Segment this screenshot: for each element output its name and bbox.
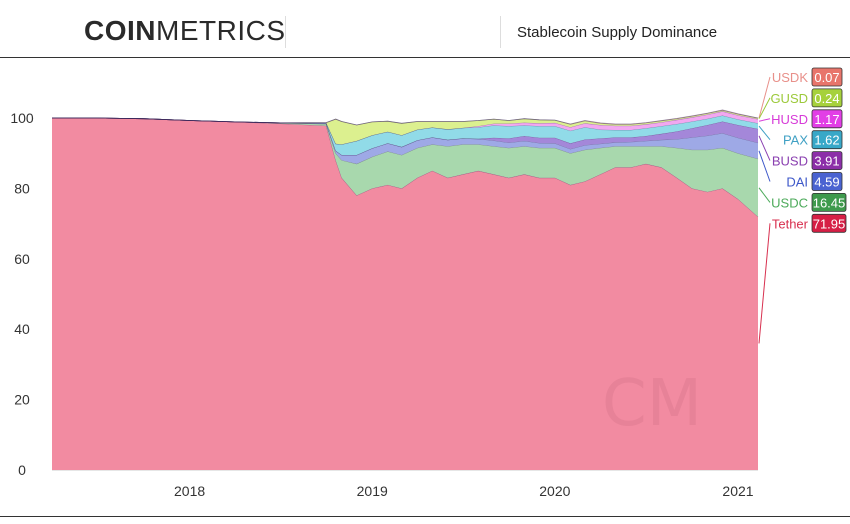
leader-line-pax bbox=[758, 125, 771, 141]
legend-name-dai: DAI bbox=[786, 175, 808, 190]
legend-badge-dai bbox=[811, 172, 843, 191]
legend-name-usdc: USDC bbox=[771, 195, 808, 210]
legend-badge-tether bbox=[811, 213, 847, 233]
legend-value-gusd: 0.24 bbox=[814, 91, 839, 106]
leader-line-usdc bbox=[758, 187, 771, 203]
leader-line-tether bbox=[758, 223, 771, 344]
area-husd bbox=[52, 111, 758, 145]
x-tick-label: 2019 bbox=[357, 483, 388, 499]
legend: USDK 0.07 GUSD 0.24 HUSD 1.17 PAX 1.62 BUSD 3.91 D… bbox=[758, 67, 847, 344]
legend-badge-husd bbox=[811, 109, 843, 129]
stacked-areas bbox=[52, 109, 759, 470]
legend-value-busd: 3.91 bbox=[814, 154, 839, 169]
y-tick-label: 100 bbox=[10, 110, 34, 126]
y-tick-label: 60 bbox=[14, 251, 30, 267]
bottom-rule bbox=[0, 516, 850, 517]
legend-name-busd: BUSD bbox=[772, 154, 808, 169]
legend-value-tether: 71.95 bbox=[813, 216, 846, 231]
legend-name-husd: HUSD bbox=[771, 112, 808, 127]
leader-line-dai bbox=[758, 150, 771, 182]
legend-badge-pax bbox=[811, 130, 843, 150]
legend-value-dai: 4.59 bbox=[814, 175, 839, 190]
x-tick-label: 2020 bbox=[539, 483, 570, 499]
coinmetrics-logo[interactable]: COINMETRICS bbox=[84, 15, 286, 47]
area-gusd bbox=[52, 110, 758, 145]
logo-light-part: METRICS bbox=[156, 15, 286, 46]
header-divider bbox=[285, 16, 286, 48]
area-pax bbox=[52, 115, 758, 155]
legend-value-husd: 1.17 bbox=[814, 112, 839, 127]
leader-line-busd bbox=[758, 135, 771, 161]
legend-name-tether: Tether bbox=[772, 216, 809, 231]
y-tick-label: 40 bbox=[14, 321, 30, 337]
header-divider bbox=[500, 16, 501, 48]
legend-value-usdc: 16.45 bbox=[813, 195, 846, 210]
area-busd bbox=[52, 118, 758, 155]
area-tether bbox=[52, 118, 758, 470]
legend-name-usdk: USDK bbox=[772, 70, 808, 85]
legend-badge-usdk bbox=[811, 67, 843, 87]
x-tick-label: 2018 bbox=[174, 483, 205, 499]
legend-value-usdk: 0.07 bbox=[814, 70, 839, 85]
leader-line-gusd bbox=[758, 97, 771, 119]
legend-badge-gusd bbox=[811, 88, 843, 108]
header: COINMETRICS Stablecoin Supply Dominance bbox=[0, 0, 850, 58]
leader-line-usdk bbox=[758, 76, 771, 119]
logo-bold-part: COIN bbox=[84, 15, 156, 46]
area-usdc bbox=[52, 118, 758, 217]
x-tick-label: 2021 bbox=[722, 483, 753, 499]
leader-line-husd bbox=[758, 118, 771, 122]
y-tick-label: 20 bbox=[14, 392, 30, 408]
legend-badge-usdc bbox=[811, 192, 847, 212]
chart-title: Stablecoin Supply Dominance bbox=[517, 24, 718, 41]
coinmetrics-watermark: CM bbox=[602, 367, 702, 441]
line-usdk bbox=[52, 109, 759, 126]
y-tick-label: 80 bbox=[14, 180, 30, 196]
legend-name-gusd: GUSD bbox=[770, 91, 808, 106]
legend-name-pax: PAX bbox=[783, 133, 808, 148]
legend-value-pax: 1.62 bbox=[814, 133, 839, 148]
legend-badge-busd bbox=[811, 151, 843, 171]
y-tick-label: 0 bbox=[18, 462, 26, 478]
